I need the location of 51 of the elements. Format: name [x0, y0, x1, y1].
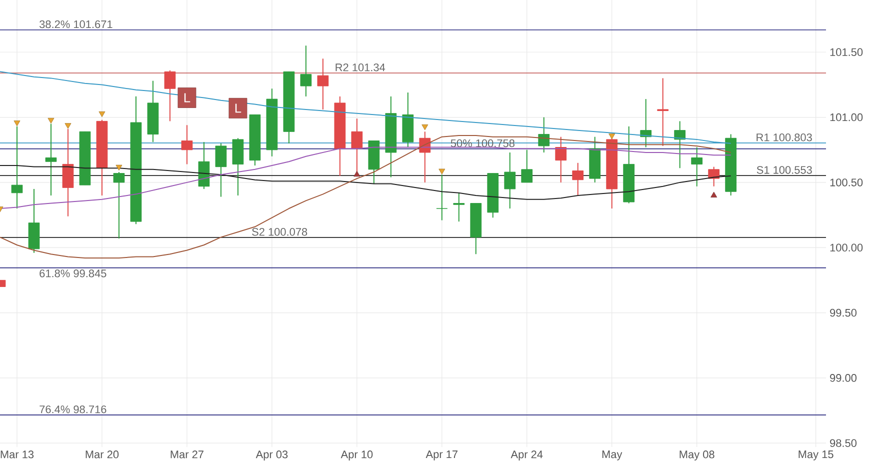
point: [48, 118, 54, 124]
x-tick-label: May 15: [798, 450, 834, 460]
y-tick-label: 100.50: [830, 178, 863, 186]
candlestick: [436, 174, 448, 221]
candlestick: [555, 136, 567, 183]
candlestick: [215, 142, 227, 198]
point: [422, 124, 428, 130]
candlestick: [691, 146, 703, 187]
ref-line-label: 38.2% 101.671: [40, 20, 112, 28]
y-tick-label: 101.00: [830, 113, 863, 122]
ref-line-label: S2 100.078: [252, 228, 308, 236]
data-label: L: [235, 104, 242, 113]
ref-line-label: 61.8% 99.845: [40, 270, 106, 278]
candlestick: [113, 172, 125, 239]
point: [608, 134, 616, 140]
y-tick-label: 101.50: [830, 48, 863, 56]
ref-line-label: 76.4% 98.716: [40, 405, 106, 414]
candlestick: [657, 78, 669, 146]
x-tick-label: Mar 20: [86, 450, 119, 458]
point: [98, 111, 106, 118]
x-tick-label: Mar 13: [0, 450, 34, 458]
y-tick-label: 100.00: [830, 244, 863, 252]
point: [64, 123, 72, 129]
data-label: L: [184, 93, 190, 102]
candlestick: [317, 58, 329, 110]
candlestick: [538, 116, 550, 153]
point: [14, 120, 20, 126]
y-tick-label: 98.50: [830, 439, 857, 447]
candlestick: [453, 192, 465, 222]
candlestick: [300, 45, 312, 97]
candlestick: [62, 128, 74, 217]
x-tick-label: Apr 03: [256, 450, 288, 460]
point: [116, 164, 122, 171]
x-tick-label: Apr 17: [426, 450, 458, 460]
candlestick: [674, 120, 686, 169]
x-tick-label: May 08: [680, 450, 714, 460]
ref-line-label: S1 100.553: [756, 166, 812, 174]
x-tick-label: Apr 24: [510, 450, 543, 460]
candlestick: [521, 149, 533, 183]
candlestick: [164, 70, 176, 122]
x-tick-label: Apr 10: [340, 450, 373, 460]
ref-line-label: R1 100.803: [756, 134, 812, 142]
candlestick: [572, 162, 584, 196]
ref-line-label: R2 101.34: [336, 64, 386, 72]
point: [438, 168, 446, 174]
candlestick: [181, 124, 193, 165]
candlestick: [504, 152, 516, 210]
y-tick-label: 99.50: [830, 308, 857, 317]
x-tick-label: May: [602, 450, 622, 460]
y-tick-label: 99.00: [830, 374, 857, 382]
x-tick-label: Mar 27: [170, 450, 204, 458]
